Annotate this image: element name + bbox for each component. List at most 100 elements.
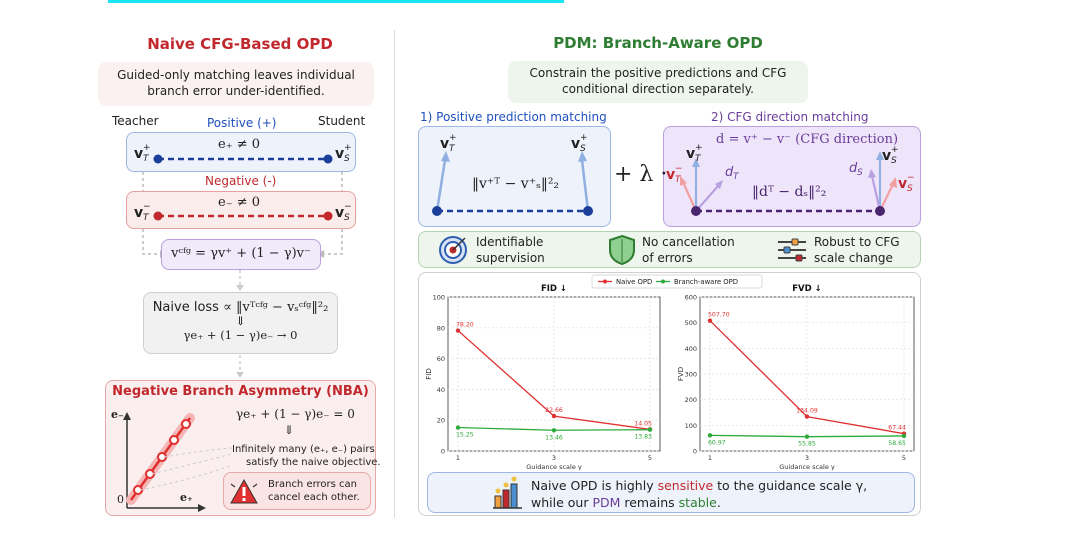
vT-pos-label: v [134,146,143,162]
chart-data-label: 13.46 [545,434,563,441]
left-subtitle-line2: branch error under-identified. [147,84,325,98]
left-panel-title: Naive CFG-Based OPD [147,35,333,53]
negative-student-dot [323,211,333,221]
plus-lambda: + λ · [614,162,668,187]
svg-text:v: v [686,146,695,162]
conclusion-line1: Naive OPD is highly sensitive to the gui… [531,478,867,493]
e-neg-label: e₋ ≠ 0 [218,195,260,210]
nba-text-line1: Infinitely many (e₊, e₋) pairs [232,444,375,455]
chart-ylabel: FVD [677,367,685,381]
svg-text:v: v [882,148,891,164]
conclusion-line2-c: remains [620,495,679,510]
negative-teacher-dot [153,211,163,221]
nba-equation: γe₊ + (1 − γ)e₋ = 0 [236,407,355,421]
target-icon [439,236,467,264]
svg-text:−: − [907,173,915,183]
dir-definition: d = v⁺ − v⁻ (CFG direction) [716,132,899,147]
svg-text:v: v [666,167,675,183]
chart-data-label: 507.70 [708,312,730,319]
chart-point [707,318,713,323]
benefit-cancellation-line1: No cancellation [642,235,735,249]
svg-text:+: + [449,133,457,143]
top-highlight-bar [108,0,564,3]
chart-ytick-label: 500 [685,319,697,327]
svg-text:S: S [857,168,863,178]
svg-text:+: + [580,133,588,143]
chart-xtick-label: 5 [902,454,906,462]
naive-loss-formula: ∝ ‖vᵀᶜᶠᵍ − vₛᶜᶠᵍ‖²₂ [223,300,329,315]
conclusion-line1-c: to the guidance scale γ, [713,478,868,493]
chart-xtick-label: 5 [648,454,652,462]
chart-data-label: 22.66 [545,407,563,414]
left-subtitle-box: Guided-only matching leaves individual b… [98,62,374,106]
vcfg-box: vᶜᶠᵍ = γv⁺ + (1 − γ)v⁻ [161,239,321,270]
chart-point [707,433,713,438]
svg-text:+: + [344,143,352,153]
conclusion-sensitive: sensitive [657,478,714,493]
chart-data-label: 60.97 [708,439,726,446]
trophy-chart-icon [493,476,522,509]
chart-point [901,433,907,439]
naive-loss-label: Naive loss [152,300,219,315]
conclusion-line1-a: Naive OPD is highly [531,478,658,493]
svg-text:+: + [143,143,151,153]
chart-point [455,425,461,430]
chart-data-label: 13.83 [634,434,652,441]
chart-xlabel: Guidance scale γ [779,463,835,471]
chart-point [455,328,461,333]
svg-text:−: − [675,164,683,174]
chart-xtick-label: 1 [708,454,712,462]
benefit-identifiable-line2: supervision [476,251,545,265]
chart-point [647,427,653,432]
dir-match-title: 2) CFG direction matching [711,110,869,124]
chart-ytick-label: 20 [437,417,445,425]
svg-text:v: v [898,176,907,192]
benefits-box [418,231,921,268]
svg-text:+: + [695,143,703,153]
chart-legend-label: Naive OPD [616,278,652,286]
svg-text:S: S [907,184,913,194]
nba-title: Negative Branch Asymmetry (NBA) [112,384,369,399]
svg-text:v: v [440,136,449,152]
positive-teacher-dot [153,154,163,164]
conclusion-line2-a: while our [531,495,593,510]
svg-text:S: S [580,144,586,154]
benefit-cancellation-line2: of errors [642,251,693,265]
chart-legend [591,274,763,289]
chart-xtick-label: 1 [456,454,460,462]
chart-data-label: 78.20 [456,322,474,329]
chart-ytick-label: 100 [433,294,445,302]
column-divider [394,30,395,518]
chart-ytick-label: 0 [693,448,697,456]
right-panel-title: PDM: Branch-Aware OPD [553,34,763,52]
chart-ytick-label: 100 [685,422,697,430]
chart-xtick-label: 3 [552,454,556,462]
shield-icon [609,234,635,266]
svg-text:−: − [344,202,352,212]
conclusion-line2-e: . [716,495,721,510]
chart-data-label: 134.09 [796,408,818,415]
chart-title: FID ↓ [541,284,567,294]
nba-axis-origin: 0 [117,493,124,506]
chart-data-label: 55.85 [798,441,816,448]
chart-point [551,428,557,433]
negative-branch-box [126,191,356,229]
warning-text-line2: cancel each other. [268,492,360,503]
chart-point [804,414,810,419]
positive-student-dot [323,154,333,164]
benefit-identifiable-line1: Identifiable [476,235,544,249]
warning-icon [230,478,258,504]
chart-xtick-label: 3 [805,454,809,462]
naive-loss-arrow: ⇓ [235,314,246,328]
e-pos-label: e₊ ≠ 0 [218,137,260,152]
right-subtitle-line1: Constrain the positive predictions and C… [529,66,787,80]
svg-text:−: − [143,202,151,212]
negative-label: Negative (-) [205,174,277,188]
benefit-robust-line1: Robust to CFG [814,235,900,249]
chart-ytick-label: 80 [437,324,445,332]
svg-text:T: T [733,172,740,182]
conclusion-stable: stable [678,495,717,510]
svg-text:T: T [143,154,150,164]
chart-ytick-label: 400 [685,345,697,353]
